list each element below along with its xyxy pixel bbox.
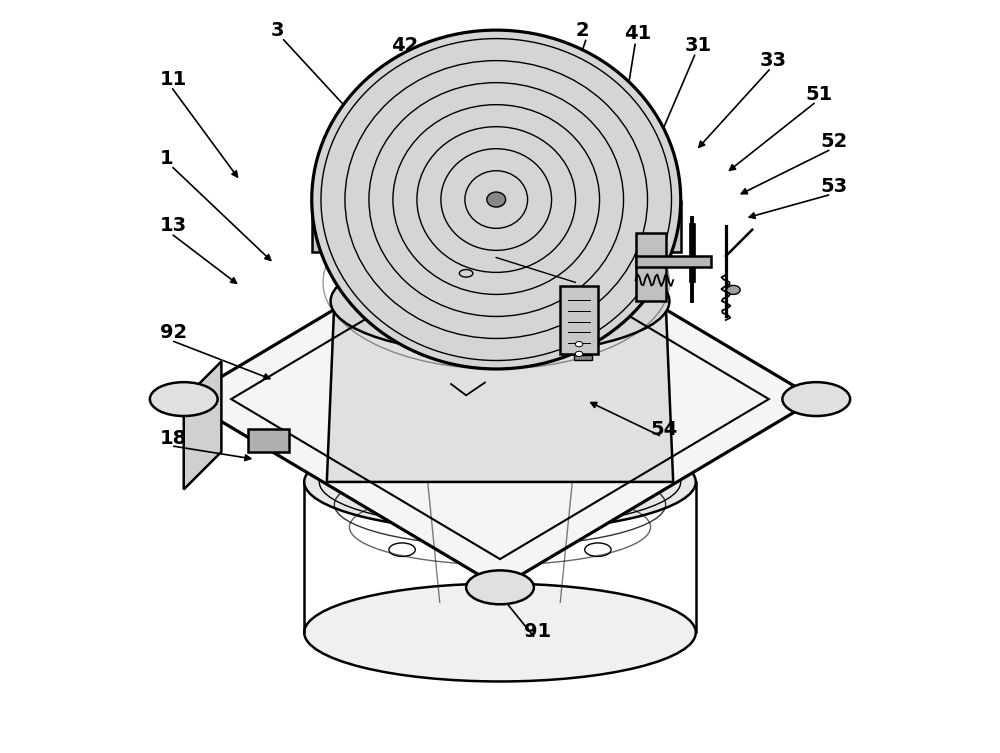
Text: 52: 52 — [820, 132, 847, 151]
Polygon shape — [312, 200, 681, 252]
Polygon shape — [327, 301, 673, 482]
Text: 91: 91 — [524, 621, 551, 641]
Polygon shape — [560, 286, 598, 354]
Polygon shape — [248, 429, 289, 452]
Ellipse shape — [575, 351, 583, 356]
Text: 51: 51 — [805, 84, 832, 104]
Ellipse shape — [466, 571, 534, 604]
Polygon shape — [184, 361, 221, 489]
Ellipse shape — [331, 248, 669, 354]
Text: 41: 41 — [624, 24, 651, 44]
Ellipse shape — [575, 342, 583, 346]
Text: 2: 2 — [575, 20, 589, 40]
Text: 53: 53 — [820, 177, 847, 197]
Text: 54: 54 — [651, 419, 678, 439]
Ellipse shape — [782, 383, 850, 416]
Text: 1: 1 — [160, 148, 173, 168]
Polygon shape — [636, 256, 711, 267]
Text: 42: 42 — [391, 35, 418, 55]
Ellipse shape — [312, 30, 681, 369]
Ellipse shape — [487, 192, 506, 207]
Polygon shape — [184, 211, 816, 587]
Ellipse shape — [150, 383, 218, 416]
Text: 13: 13 — [160, 216, 187, 236]
Text: 35: 35 — [451, 43, 478, 62]
Polygon shape — [574, 355, 592, 360]
Ellipse shape — [304, 433, 696, 531]
Text: 18: 18 — [160, 428, 187, 448]
Text: 92: 92 — [160, 323, 187, 343]
Text: 11: 11 — [160, 69, 187, 89]
Text: 33: 33 — [760, 50, 787, 70]
Ellipse shape — [466, 194, 534, 228]
Text: 32: 32 — [508, 39, 535, 59]
Text: 3: 3 — [270, 20, 284, 40]
Polygon shape — [636, 233, 666, 301]
Ellipse shape — [304, 584, 696, 681]
Ellipse shape — [727, 285, 740, 294]
Text: 31: 31 — [684, 35, 712, 55]
